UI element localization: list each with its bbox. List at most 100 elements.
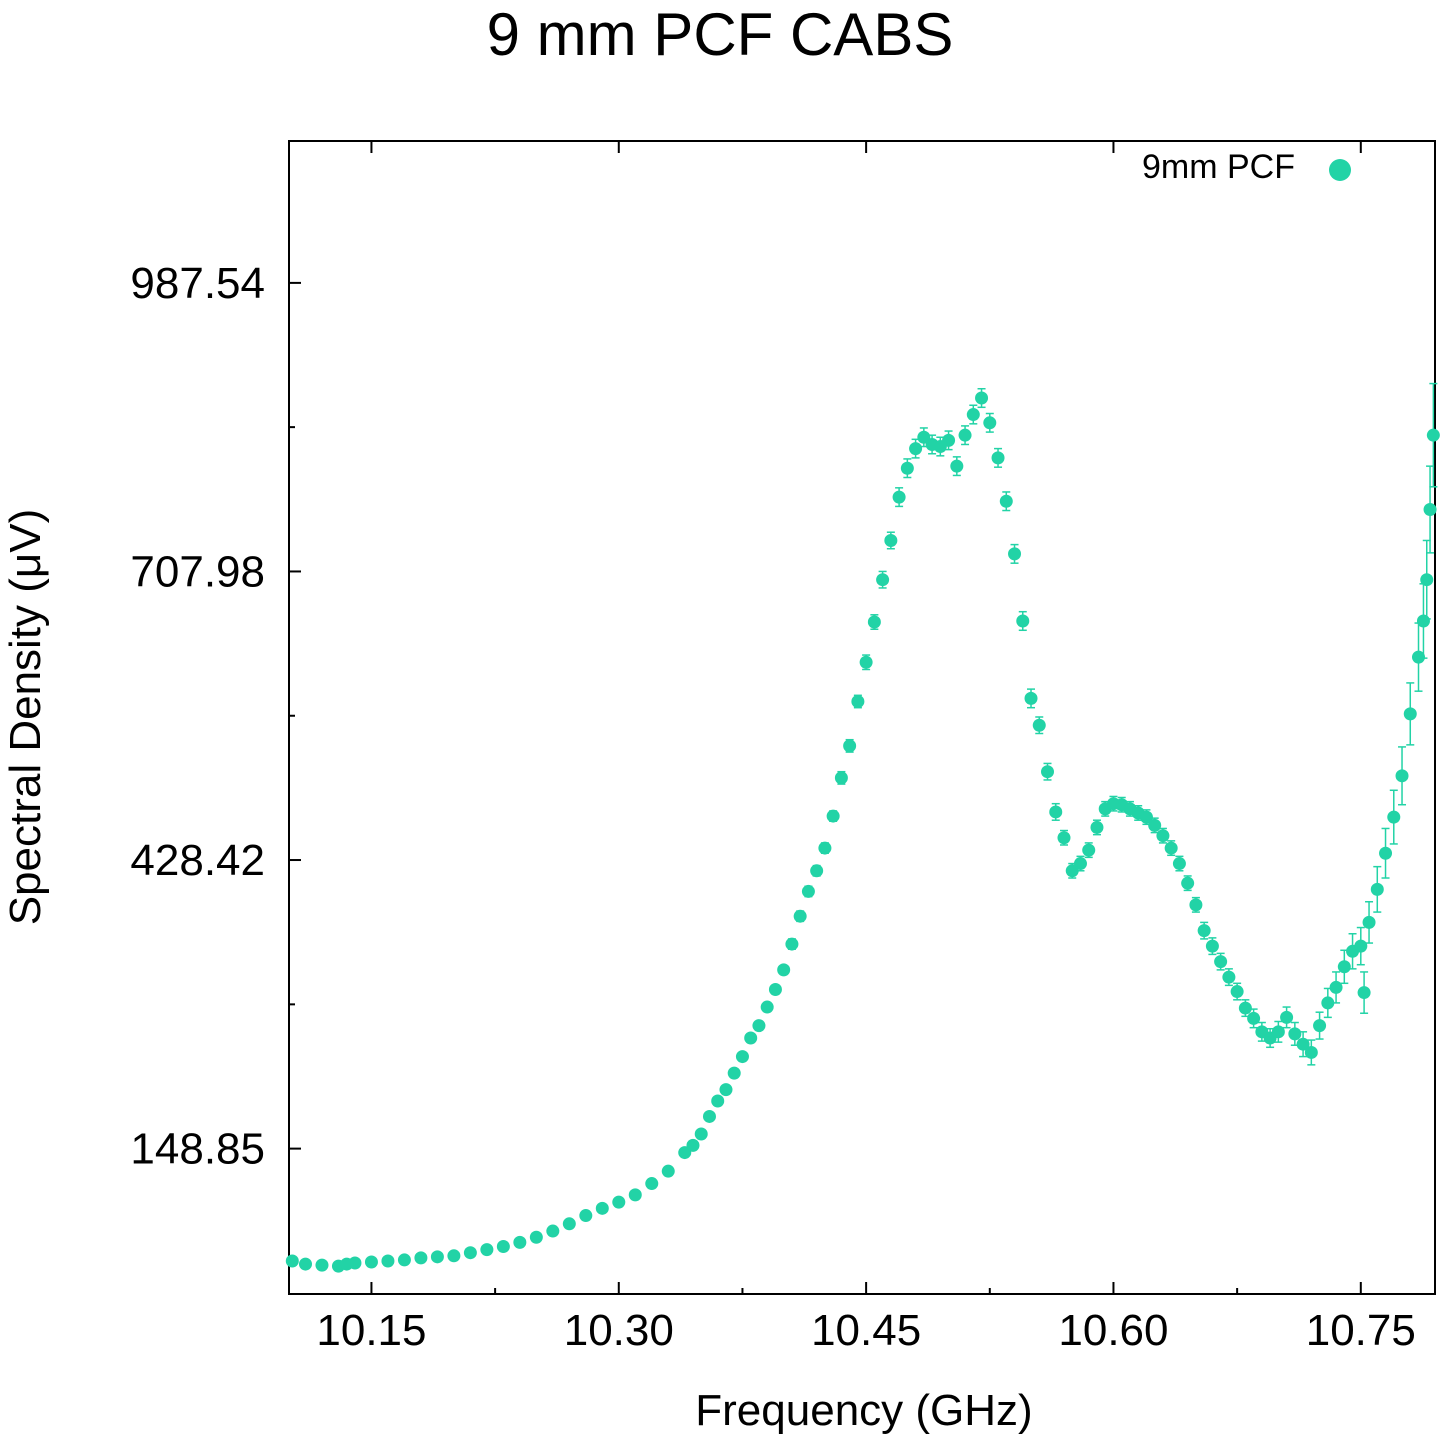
data-point: [958, 428, 972, 442]
data-point: [1057, 831, 1071, 845]
data-point: [867, 615, 881, 629]
data-point: [744, 1031, 758, 1045]
data-point: [315, 1258, 329, 1272]
data-point: [364, 1255, 378, 1269]
y-tick-label: 148.85: [130, 1125, 265, 1174]
data-point: [1370, 882, 1384, 896]
data-point: [298, 1257, 312, 1271]
data-point: [942, 433, 956, 447]
data-point: [1041, 765, 1055, 779]
data-points: [285, 382, 1440, 1273]
data-point: [702, 1109, 716, 1123]
data-point: [285, 1254, 299, 1268]
data-point: [1357, 986, 1371, 1000]
legend-marker: [1329, 159, 1351, 181]
data-point: [1321, 996, 1335, 1010]
data-point: [1073, 857, 1087, 871]
data-point: [785, 937, 799, 951]
data-point: [1164, 841, 1178, 855]
data-point: [1024, 691, 1038, 705]
data-point: [529, 1230, 543, 1244]
data-point: [801, 884, 815, 898]
y-axis-ticks: 148.85 428.42 707.98 987.54: [130, 259, 301, 1174]
data-point: [513, 1235, 527, 1249]
data-point: [1247, 1011, 1261, 1025]
data-point: [430, 1250, 444, 1264]
data-point: [1197, 924, 1211, 938]
legend: 9mm PCF: [1142, 148, 1351, 186]
data-point: [694, 1127, 708, 1141]
data-point: [1016, 614, 1030, 628]
data-point: [711, 1094, 725, 1108]
data-point: [1313, 1019, 1327, 1033]
data-point: [884, 533, 898, 547]
data-point: [1156, 829, 1170, 843]
data-point: [595, 1201, 609, 1215]
data-point: [645, 1177, 659, 1191]
data-point: [496, 1240, 510, 1254]
data-point: [1230, 985, 1244, 999]
data-point: [834, 771, 848, 785]
data-point: [752, 1019, 766, 1033]
data-point: [719, 1083, 733, 1097]
data-point: [991, 451, 1005, 465]
data-point: [686, 1138, 700, 1152]
data-point: [414, 1251, 428, 1265]
data-point: [1139, 810, 1153, 824]
data-point: [1214, 955, 1228, 969]
data-point: [1032, 718, 1046, 732]
data-point: [1416, 614, 1430, 628]
y-axis-label: Spectral Density (μV): [1, 509, 50, 926]
x-axis-label: Frequency (GHz): [695, 1386, 1032, 1435]
data-point: [1238, 1001, 1252, 1015]
data-point: [818, 841, 832, 855]
data-point: [735, 1050, 749, 1064]
data-point: [768, 982, 782, 996]
data-point: [1181, 876, 1195, 890]
data-point: [1271, 1025, 1285, 1039]
data-point: [1362, 915, 1376, 929]
data-point: [1205, 939, 1219, 953]
data-point: [661, 1164, 675, 1178]
data-point: [851, 695, 865, 709]
data-point: [1387, 810, 1401, 824]
data-point: [793, 909, 807, 923]
data-point: [1222, 970, 1236, 984]
data-point: [975, 391, 989, 405]
data-point: [1395, 769, 1409, 783]
y-tick-label: 707.98: [130, 547, 265, 596]
data-point: [1172, 857, 1186, 871]
y-tick-label: 428.42: [130, 836, 265, 885]
data-point: [628, 1188, 642, 1202]
data-point: [777, 963, 791, 977]
data-point: [900, 461, 914, 475]
data-point: [909, 442, 923, 456]
data-point: [348, 1256, 362, 1270]
x-axis-ticks: 10.15 10.30 10.45 10.60 10.75: [316, 141, 1416, 1355]
data-point: [1008, 547, 1022, 561]
data-point: [1090, 820, 1104, 834]
y-tick-label: 987.54: [130, 259, 265, 308]
x-tick-label: 10.60: [1058, 1306, 1168, 1355]
data-point: [579, 1209, 593, 1223]
data-point: [447, 1249, 461, 1263]
data-point: [1296, 1037, 1310, 1051]
data-point: [397, 1253, 411, 1267]
data-point: [1423, 503, 1437, 517]
data-point: [1426, 428, 1440, 442]
data-point: [381, 1254, 395, 1268]
data-point: [859, 655, 873, 669]
data-point: [983, 416, 997, 430]
data-point: [1329, 980, 1343, 994]
data-point: [966, 408, 980, 422]
data-point: [1280, 1010, 1294, 1024]
data-point: [480, 1243, 494, 1257]
data-point: [1304, 1045, 1318, 1059]
data-point: [1189, 898, 1203, 912]
data-point: [1412, 650, 1426, 664]
data-point: [546, 1224, 560, 1238]
data-point: [826, 809, 840, 823]
data-point: [950, 459, 964, 473]
data-point: [892, 490, 906, 504]
